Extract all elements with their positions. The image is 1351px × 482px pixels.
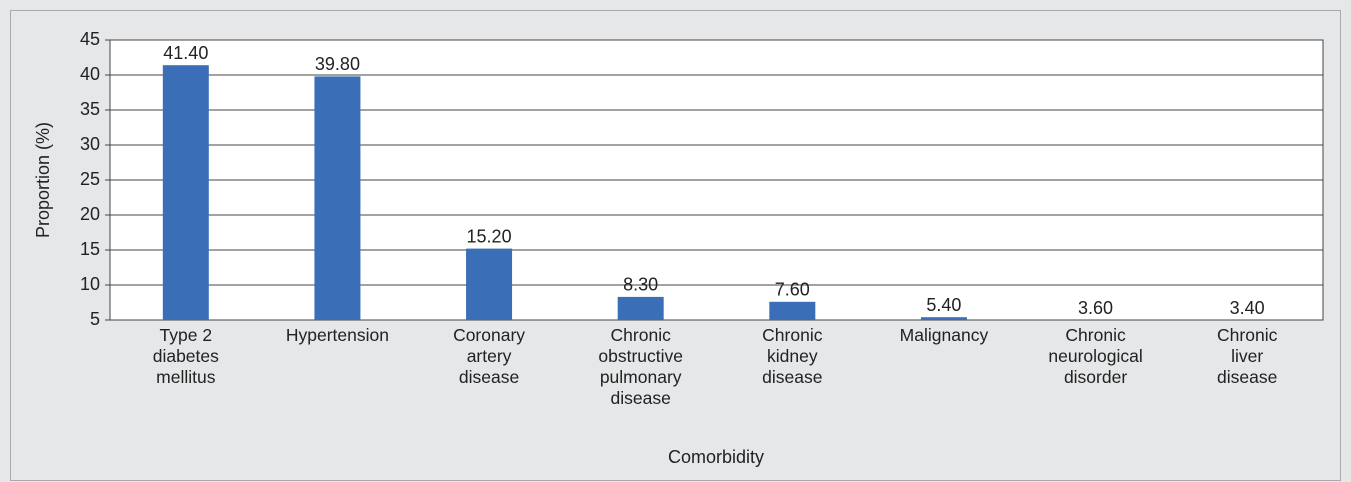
x-tick-label: Chronic neurological disorder: [1048, 325, 1143, 387]
value-label: 3.60: [1078, 298, 1113, 318]
x-tick-label: Chronic obstructive pulmonary disease: [598, 325, 683, 408]
x-tick-label: Type 2 diabetes mellitus: [152, 325, 219, 387]
value-label: 7.60: [775, 280, 810, 300]
y-tick-label: 30: [80, 134, 100, 154]
value-label: 8.30: [623, 275, 658, 295]
bar: [314, 76, 361, 321]
value-label: 3.40: [1230, 298, 1265, 318]
value-label: 41.40: [163, 43, 208, 63]
bar: [466, 248, 513, 320]
y-tick-label: 5: [90, 309, 100, 329]
y-tick-label: 45: [80, 29, 100, 49]
value-label: 5.40: [926, 295, 961, 315]
x-tick-label: Coronary artery disease: [453, 325, 526, 387]
y-tick-label: 10: [80, 274, 100, 294]
y-tick-label: 25: [80, 169, 100, 189]
x-tick-label: Malignancy: [899, 325, 989, 345]
value-label: 15.20: [467, 226, 512, 246]
bar: [769, 301, 816, 320]
y-tick-label: 35: [80, 99, 100, 119]
y-tick-label: 20: [80, 204, 100, 224]
y-tick-label: 40: [80, 64, 100, 84]
x-tick-label: Hypertension: [285, 325, 389, 345]
x-axis-label: Comorbidity: [668, 447, 764, 467]
value-label: 39.80: [315, 54, 360, 74]
bar: [162, 65, 209, 320]
y-axis-label: Proportion (%): [33, 122, 53, 238]
bar: [617, 296, 664, 320]
x-tick-label: Chronic liver disease: [1217, 325, 1278, 387]
bar: [920, 317, 967, 320]
x-tick-label: Chronic kidney disease: [762, 325, 823, 387]
y-tick-label: 15: [80, 239, 100, 259]
